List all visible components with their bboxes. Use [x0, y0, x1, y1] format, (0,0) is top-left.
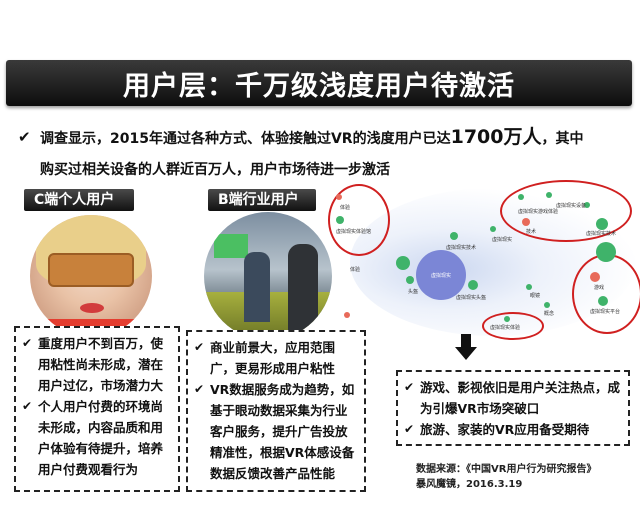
keyword-bubble-graphic: 虚拟现实 体验 虚拟现实体验馆 虚拟现实技术 虚拟现实设备 技术 虚拟现实游戏体…	[328, 180, 640, 340]
summary-line-1: 调查显示，2015年通过各种方式、体验接触过VR的浅度用户已达1700万人，其中	[40, 122, 620, 155]
bubble-node	[450, 232, 458, 240]
check-icon: ✔	[18, 128, 31, 146]
check-icon: ✔	[404, 380, 415, 394]
summary: ✔ 调查显示，2015年通过各种方式、体验接触过VR的浅度用户已达1700万人，…	[18, 122, 620, 186]
title-bar: 用户层：千万级浅度用户待激活	[6, 60, 632, 106]
vr-headset-woman-photo	[30, 215, 152, 337]
check-icon: ✔	[22, 336, 33, 350]
bubble-node	[598, 296, 608, 306]
highlight-ring	[500, 180, 632, 242]
bubble-node	[406, 276, 414, 284]
c-user-point-text: 重度用户不到百万，使用粘性尚未形成，潜在用户过亿，市场潜力大	[38, 336, 164, 393]
summary-text: 调查显示，2015年通过各种方式、体验接触过VR的浅度用户已达	[40, 131, 451, 147]
check-icon: ✔	[194, 382, 205, 396]
bubble-label: 虚拟现实平台	[590, 309, 621, 315]
bubble-label: 虚拟现实技术	[586, 231, 617, 237]
bubble-node	[526, 284, 532, 290]
bubble-label: 技术	[526, 229, 537, 235]
bubble-label: 虚拟现实	[492, 237, 513, 243]
source-line: 数据来源：《中国VR用户行为研究报告》	[416, 464, 597, 475]
bubble-node	[396, 256, 410, 270]
source-line: 暴风魔镜，2016.3.19	[416, 479, 523, 490]
bubble-label: 虚拟现实体验	[490, 325, 521, 331]
bubble-node	[468, 280, 478, 290]
check-icon: ✔	[22, 399, 33, 413]
bubble-node	[504, 316, 510, 322]
check-icon: ✔	[194, 340, 205, 354]
c-user-point: ✔ 个人用户付费的环境尚未形成，内容品质和用户体验有待提升，培养用户付费观看行为	[22, 396, 172, 480]
cardboard-headset-shape	[48, 253, 134, 287]
bubble-node	[596, 242, 616, 262]
person-shape	[244, 252, 270, 322]
bubble-node	[590, 272, 600, 282]
bubble-label: 虚拟现实体验馆	[336, 229, 372, 235]
bubble-label: 虚拟现实游戏体验	[518, 209, 559, 215]
bubble-node	[336, 194, 342, 200]
hotspot-point-text: 旅游、家装的VR应用备受期待	[420, 422, 590, 437]
highlight-ring	[482, 312, 544, 340]
check-icon: ✔	[404, 422, 415, 436]
c-user-tag: C端个人用户	[24, 189, 134, 211]
bubble-label: 游戏	[594, 285, 605, 291]
highlight-ring	[328, 184, 390, 256]
bubble-node	[584, 202, 590, 208]
summary-highlight: 1700万人	[450, 126, 542, 148]
c-user-point-text: 个人用户付费的环境尚未形成，内容品质和用户体验有待提升，培养用户付费观看行为	[38, 399, 164, 477]
industry-users-photo	[204, 212, 332, 340]
highlight-ring	[572, 254, 640, 334]
data-source: 数据来源：《中国VR用户行为研究报告》 暴风魔镜，2016.3.19	[416, 462, 596, 492]
bubble-label: 虚拟现实技术	[446, 245, 477, 251]
bubble-node	[344, 312, 350, 318]
bubble-label: 体验	[350, 267, 361, 273]
b-user-tag: B端行业用户	[208, 189, 316, 211]
b-user-point: ✔ VR数据服务成为趋势，如基于眼动数据采集为行业客户服务，提升广告投放精准性，…	[194, 379, 358, 484]
page-title: 用户层：千万级浅度用户待激活	[123, 70, 515, 102]
c-user-point: ✔ 重度用户不到百万，使用粘性尚未形成，潜在用户过亿，市场潜力大	[22, 333, 172, 396]
b-user-point: ✔ 商业前景大，应用范围广，更易形成用户粘性	[194, 337, 358, 379]
screen-shape	[214, 234, 248, 258]
bubble-node	[596, 218, 608, 230]
bubble-label: 概念	[544, 311, 555, 317]
bubble-label: 头盔	[408, 289, 419, 295]
bubble-node	[544, 302, 550, 308]
hotspot-point-text: 游戏、影视依旧是用户关注热点，成为引爆VR市场突破口	[420, 380, 621, 416]
summary-line-2: 购买过相关设备的人群近百万人，用户市场待进一步激活	[40, 162, 390, 178]
b-user-point-text: 商业前景大，应用范围广，更易形成用户粘性	[210, 340, 336, 376]
summary-text-end: ，其中	[541, 131, 584, 147]
bubble-node	[522, 218, 530, 226]
bubble-node	[518, 194, 524, 200]
bubble-node	[546, 192, 552, 198]
b-user-point-text: VR数据服务成为趋势，如基于眼动数据采集为行业客户服务，提升广告投放精准性，根据…	[210, 382, 355, 481]
down-arrow-icon	[455, 334, 477, 360]
person-shape	[288, 244, 318, 330]
b-user-box: ✔ 商业前景大，应用范围广，更易形成用户粘性 ✔ VR数据服务成为趋势，如基于眼…	[186, 330, 366, 492]
c-user-box: ✔ 重度用户不到百万，使用粘性尚未形成，潜在用户过亿，市场潜力大 ✔ 个人用户付…	[14, 326, 180, 492]
bubble-node	[490, 226, 496, 232]
bubble-label: 眼镜	[530, 293, 541, 299]
bubble-label: 虚拟现实头盔	[456, 295, 487, 301]
bubble-node	[336, 216, 344, 224]
bubble-label: 体验	[340, 205, 351, 211]
hotspot-point: ✔ 旅游、家装的VR应用备受期待	[404, 419, 622, 440]
lips-shape	[80, 303, 104, 313]
hotspot-box: ✔ 游戏、影视依旧是用户关注热点，成为引爆VR市场突破口 ✔ 旅游、家装的VR应…	[396, 370, 630, 446]
bubble-label: 虚拟现实设备	[556, 203, 587, 209]
hotspot-point: ✔ 游戏、影视依旧是用户关注热点，成为引爆VR市场突破口	[404, 377, 622, 419]
bubble-hub: 虚拟现实	[416, 250, 466, 300]
